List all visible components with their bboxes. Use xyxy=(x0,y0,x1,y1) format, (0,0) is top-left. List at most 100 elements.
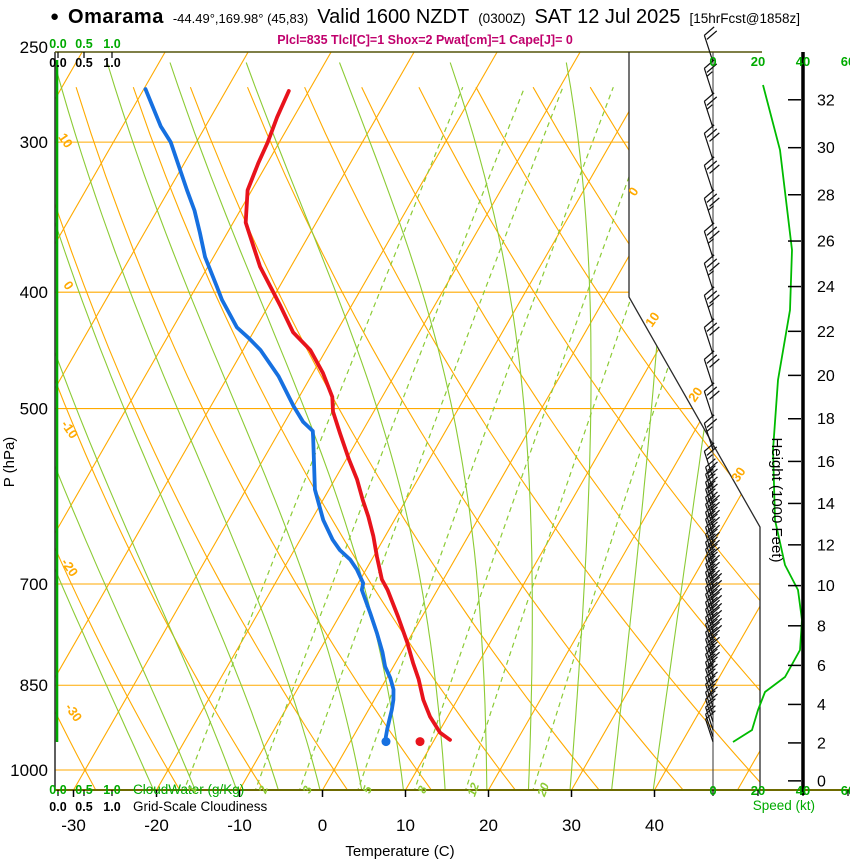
wind-barb-icon xyxy=(703,222,720,259)
pressure-tick-label: 700 xyxy=(20,575,48,594)
height-tick-label: 32 xyxy=(817,92,835,109)
wind-barb-icon xyxy=(705,458,718,491)
pressure-axis-title: P (hPa) xyxy=(1,437,18,488)
cloudwater-scale-top: 0.5 xyxy=(75,37,92,51)
dry-adiabat-line xyxy=(55,87,98,790)
speed-tick-label-top: 0 xyxy=(709,54,716,69)
moist-adiabat-line xyxy=(55,62,197,790)
isotherm-line xyxy=(571,52,760,790)
isotherm-line xyxy=(239,52,664,790)
wind-barb-icon xyxy=(703,318,720,355)
speed-tick-label-bottom: 20 xyxy=(751,783,765,798)
cloudiness-axis-title: Grid-Scale Cloudiness xyxy=(133,799,268,814)
height-tick-label: 16 xyxy=(817,454,835,471)
height-tick-label: 24 xyxy=(817,279,835,296)
dry-adiabat-line xyxy=(475,86,760,790)
pressure-tick-label: 250 xyxy=(20,38,48,57)
mixing-ratio-label: 8 xyxy=(415,784,431,795)
speed-axis-title: Speed (kt) xyxy=(753,798,815,813)
height-tick-label: 2 xyxy=(817,735,826,752)
dry-adiabat-line xyxy=(55,87,350,790)
thermodynamic-grid xyxy=(55,52,760,790)
cloudiness-scale-top: 0.0 xyxy=(49,56,66,70)
speed-tick-label-bottom: 60 xyxy=(841,783,850,798)
moist-adiabat-line xyxy=(55,62,239,790)
temperature-tick-label: 20 xyxy=(479,816,498,835)
temperature-tick-label: 0 xyxy=(318,816,327,835)
cloudwater-scale-top: 1.0 xyxy=(103,37,120,51)
wind-barb-icon xyxy=(703,26,718,63)
isotherm-line xyxy=(156,52,581,790)
mixing-ratio-line xyxy=(253,86,526,790)
mixing-ratio-line xyxy=(413,86,663,790)
dewpoint-curve xyxy=(143,87,396,742)
temperature-curve xyxy=(243,89,452,742)
height-tick-label: 18 xyxy=(817,411,835,428)
moist-adiabat-line xyxy=(338,62,488,790)
moist-adiabat-line xyxy=(55,62,280,790)
height-axis-title: Height (1000 Feet) xyxy=(768,437,785,562)
mixing-ratio-label: 3 xyxy=(300,784,316,795)
valid-time-utc: (0300Z) xyxy=(478,11,526,26)
mixing-ratio-line xyxy=(356,86,614,790)
cloudwater-scale-bottom: 0.5 xyxy=(75,783,92,797)
moist-adiabat-line xyxy=(55,62,156,790)
moist-adiabat-line xyxy=(449,62,533,790)
cloudwater-scale-bottom: 1.0 xyxy=(103,783,120,797)
valid-date: SAT 12 Jul 2025 xyxy=(534,6,681,28)
cloudiness-scale-bottom: 0.5 xyxy=(75,800,92,814)
mixing-ratio-label: 2 xyxy=(255,784,271,796)
temperature-tick-label: -30 xyxy=(61,816,86,835)
temperature-tick-label: -10 xyxy=(227,816,252,835)
dry-adiabat-label: -30 xyxy=(62,700,85,724)
mixing-ratio-line xyxy=(531,87,760,790)
height-tick-label: 4 xyxy=(817,697,826,714)
height-tick-label: 20 xyxy=(817,368,835,385)
mixing-ratio-line xyxy=(182,86,464,790)
wind-barb-icon xyxy=(703,254,720,291)
cloudwater-axis-title: CloudWater (g/Kg) xyxy=(133,782,244,797)
temperature-axis-title: Temperature (C) xyxy=(345,843,454,860)
dry-adiabat-line xyxy=(304,86,760,790)
wind-barb-icon xyxy=(703,156,720,193)
isotherm-line xyxy=(55,52,415,790)
moist-adiabat-line xyxy=(55,62,322,790)
pressure-tick-label: 300 xyxy=(20,133,48,152)
moist-adiabat-line xyxy=(245,62,446,790)
pressure-tick-label: 1000 xyxy=(10,761,48,780)
cloudwater-scale-top: 0.0 xyxy=(49,37,66,51)
cloudiness-scale-bottom: 0.0 xyxy=(49,800,66,814)
dry-adiabat-line xyxy=(418,86,760,790)
dry-adiabat-line xyxy=(55,87,266,790)
station-name: Omarama xyxy=(68,6,164,28)
isotherm-line xyxy=(654,52,760,790)
plot-frame xyxy=(54,51,850,797)
mixing-ratio-label: 12 xyxy=(464,781,482,799)
isotherm-label: 30 xyxy=(728,464,749,484)
height-tick-label: 26 xyxy=(817,234,835,251)
isotherm-line xyxy=(55,52,166,790)
height-tick-label: 22 xyxy=(817,324,835,341)
mixing-ratio-label: 20 xyxy=(534,781,552,800)
speed-tick-label-bottom: 0 xyxy=(709,783,716,798)
wind-barb-icon xyxy=(703,92,718,129)
pressure-tick-label: 500 xyxy=(20,400,48,419)
height-tick-label: 8 xyxy=(817,618,826,635)
dry-adiabat-label: -10 xyxy=(58,417,81,441)
wind-barb-icon xyxy=(703,442,718,479)
isotherm-line xyxy=(405,52,760,790)
isotherm-label: 10 xyxy=(642,309,663,329)
temperature-tick-label: 10 xyxy=(396,816,415,835)
wind-barb-icon xyxy=(705,698,716,731)
moist-adiabat-line xyxy=(565,62,592,790)
dry-adiabat-line xyxy=(189,87,603,790)
wind-barb-icon xyxy=(705,710,716,743)
mixing-ratio-line xyxy=(297,86,564,790)
wind-barb-column xyxy=(703,26,803,790)
moist-adiabat-line xyxy=(610,62,670,790)
surface-temperature-dot xyxy=(415,737,425,747)
station-bullet-icon: ● xyxy=(49,8,60,25)
